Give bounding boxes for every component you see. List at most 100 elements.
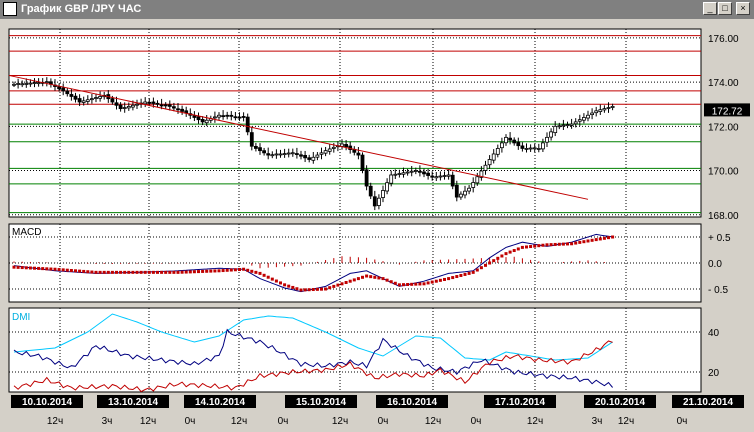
timeline-layer: 10.10.2014 13.10.2014 14.10.2014 15.10.2014… (11, 395, 744, 427)
macd-signal-point (598, 237, 602, 241)
macd-signal-point (492, 259, 496, 263)
price-candle (520, 145, 525, 149)
macd-signal-point (488, 261, 492, 265)
price-candle (16, 83, 21, 85)
macd-signal-point (443, 277, 446, 281)
macd-signal-point (484, 263, 487, 267)
price-candle (413, 170, 418, 172)
macd-signal-point (233, 268, 237, 272)
timeline-date-label: 17.10.2014 (495, 397, 545, 408)
macd-signal-point (496, 256, 500, 260)
dmi-tick-label: 20 (708, 368, 720, 379)
timeline-hour-label: 12ч (527, 416, 543, 427)
price-candle (586, 114, 590, 119)
macd-signal-point (602, 236, 606, 240)
timeline-date-label: 20.10.2014 (595, 397, 645, 408)
macd-signal-point (512, 249, 516, 253)
macd-signal-point (299, 288, 303, 292)
dmi-tick-label: 40 (708, 328, 720, 339)
close-button[interactable]: × (736, 2, 750, 15)
price-candle (315, 154, 320, 158)
macd-signal-point (110, 270, 114, 274)
title-bar[interactable]: График GBP /JPY ЧАС _ □ × (0, 0, 754, 19)
macd-signal-point (45, 267, 49, 271)
macd-signal-point (69, 268, 73, 272)
price-candle (434, 176, 439, 179)
price-candle (442, 175, 447, 177)
macd-signal-point (406, 282, 410, 286)
macd-signal-point (508, 250, 512, 254)
macd-signal-point (389, 280, 393, 284)
timeline-hour-label: 0ч (471, 416, 482, 427)
macd-signal-point (361, 275, 364, 279)
price-candle (606, 107, 611, 109)
timeline-date-box (97, 395, 169, 408)
price-candle (212, 116, 217, 119)
timeline-hour-label: 0ч (278, 416, 289, 427)
maximize-button[interactable]: □ (718, 2, 732, 15)
macd-signal-point (422, 282, 426, 286)
macd-signal-point (537, 244, 541, 248)
price-candle (241, 116, 246, 118)
window-title: График GBP /JPY ЧАС (21, 3, 142, 15)
price-candle (192, 115, 197, 118)
price-candle (237, 116, 242, 119)
timeline-hour-label: 12ч (140, 416, 156, 427)
price-candle (557, 125, 562, 128)
macd-signal-point (225, 268, 229, 272)
macd-layer: + 0.5 0.0 - 0.5 (9, 233, 731, 296)
price-candle (143, 101, 148, 105)
macd-signal-point (283, 283, 287, 287)
price-candle (430, 175, 435, 178)
minimize-button[interactable]: _ (703, 2, 717, 15)
macd-signal-point (258, 271, 262, 275)
price-candle (85, 99, 90, 102)
price-candle (536, 148, 541, 150)
price-candle (323, 150, 328, 154)
macd-signal-point (213, 269, 217, 273)
price-candle (290, 152, 295, 155)
price-tick-label: 176.00 (708, 34, 739, 45)
price-candle (582, 117, 586, 121)
macd-signal-point (90, 270, 94, 274)
macd-signal-point (324, 287, 328, 291)
timeline-date-box (11, 395, 83, 408)
price-candle (151, 101, 156, 104)
price-candle (397, 173, 402, 175)
macd-signal-point (102, 270, 106, 274)
macd-signal-point (238, 268, 241, 271)
macd-signal-point (86, 270, 90, 274)
macd-signal-point (373, 275, 377, 279)
dmi-minus-line (13, 340, 613, 393)
timeline-hour-label: 12ч (47, 416, 63, 427)
price-candle (171, 106, 176, 109)
macd-signal-point (246, 268, 250, 272)
price-tick-label: 170.00 (708, 167, 739, 178)
price-candle (262, 150, 267, 154)
price-candle (90, 98, 94, 101)
price-candle (24, 83, 29, 85)
timeline-hour-label: 12ч (425, 416, 441, 427)
price-candle (229, 114, 234, 117)
timeline-hour-label: 0ч (185, 416, 196, 427)
price-candle (32, 82, 37, 84)
price-candle (81, 100, 86, 103)
price-candle (499, 142, 504, 149)
macd-signal-point (520, 245, 524, 249)
price-candle (561, 124, 566, 127)
price-candle (569, 123, 574, 126)
price-candle (36, 82, 41, 85)
price-candle (110, 98, 115, 103)
price-candle (549, 131, 553, 138)
macd-signal-point (98, 270, 102, 274)
price-candle (122, 107, 127, 109)
macd-signal-point (586, 239, 590, 243)
macd-signal-point (459, 273, 463, 277)
price-candle (409, 170, 414, 173)
price-candle (200, 119, 205, 123)
price-tick-label: 168.00 (708, 211, 739, 222)
price-candle (327, 148, 332, 152)
macd-signal-point (332, 284, 336, 288)
macd-signal-point (410, 282, 414, 286)
